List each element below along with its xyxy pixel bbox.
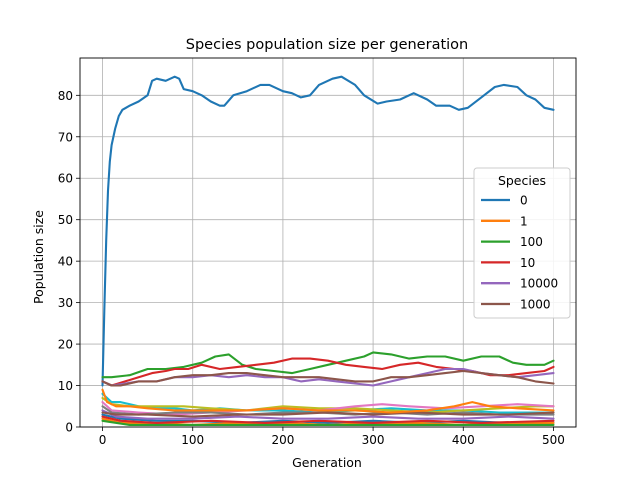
x-tick-label: 500 <box>542 433 565 447</box>
series-line-unlabelled <box>101 411 555 418</box>
x-tick-label: 300 <box>362 433 385 447</box>
y-tick-label: 20 <box>58 338 73 352</box>
y-tick-label: 80 <box>58 89 73 103</box>
y-tick-label: 70 <box>58 130 73 144</box>
series-line-unlabelled <box>101 409 555 420</box>
series-line-unlabelled <box>101 396 555 414</box>
chart-title: Species population size per generation <box>186 37 468 53</box>
y-tick-label: 50 <box>58 213 73 227</box>
x-axis-label: Generation <box>292 455 362 470</box>
series-line-100 <box>101 351 555 379</box>
series-line-unlabelled <box>101 419 555 426</box>
series-line-0 <box>101 75 555 387</box>
series-line-1 <box>101 388 555 414</box>
axes-frame <box>79 57 577 428</box>
legend-label-1000: 1000 <box>520 298 551 312</box>
series-lines <box>101 75 555 426</box>
legend-box <box>473 167 571 319</box>
x-tick-label: 0 <box>99 433 107 447</box>
series-line-unlabelled <box>101 415 555 424</box>
legend-label-0: 0 <box>520 194 528 208</box>
legend: Species 0 1 100 10 10000 1000 <box>473 167 571 319</box>
legend-items: 0 1 100 10 10000 1000 <box>481 194 558 312</box>
y-tick-label: 60 <box>58 172 73 186</box>
x-tick-label: 400 <box>452 433 475 447</box>
series-line-1000 <box>101 369 555 387</box>
y-tick-label: 0 <box>65 421 73 435</box>
x-tick-label: 200 <box>271 433 294 447</box>
legend-title: Species <box>498 173 546 188</box>
legend-label-100: 100 <box>520 235 543 249</box>
y-tick-label: 30 <box>58 296 73 310</box>
x-tick-label: 100 <box>181 433 204 447</box>
y-tick-label: 40 <box>58 255 73 269</box>
y-tick-label: 10 <box>58 379 73 393</box>
y-axis-label: Population size <box>31 210 46 304</box>
legend-label-10: 10 <box>520 256 535 270</box>
legend-label-1: 1 <box>520 214 528 228</box>
legend-label-10000: 10000 <box>520 277 558 291</box>
